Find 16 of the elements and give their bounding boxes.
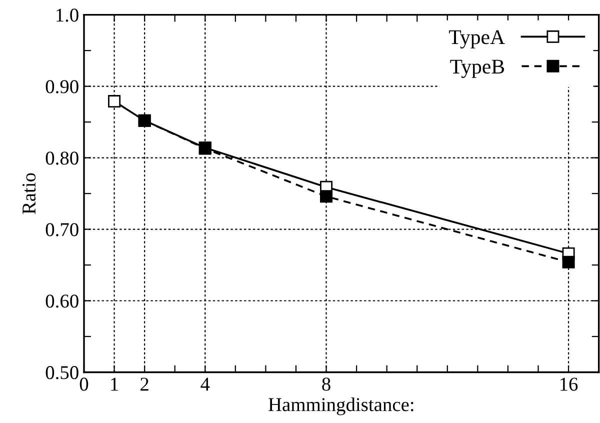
legend-label: TypeB xyxy=(450,60,504,78)
x-tick-label: 16 xyxy=(560,378,578,391)
x-tick-label: 1 xyxy=(111,378,118,391)
x-tick-label: 4 xyxy=(200,378,210,391)
legend-label: TypeA xyxy=(449,30,505,48)
y-tick-label: 0.50 xyxy=(46,366,78,380)
y-tick-label: 0.70 xyxy=(46,223,78,236)
x-tick-label: 8 xyxy=(322,378,330,391)
y-tick-label: 0.90 xyxy=(46,80,78,94)
y-tick-label: 0.80 xyxy=(46,152,78,165)
x-tick-label: 0 xyxy=(80,378,88,391)
y-tick-label: 1.0 xyxy=(56,8,78,22)
x-tick-label: 2 xyxy=(140,378,148,391)
x-axis-title: Hammingdistance: xyxy=(268,398,414,416)
y-tick-label: 0.60 xyxy=(46,294,78,308)
y-axis-title: Ratio xyxy=(22,173,36,214)
